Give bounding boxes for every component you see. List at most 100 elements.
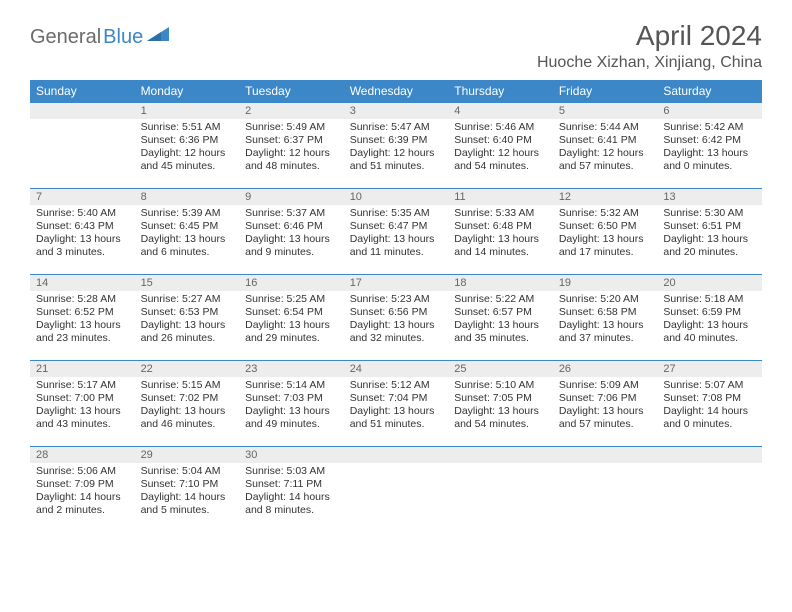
sunset-line: Sunset: 6:52 PM [36, 306, 129, 319]
sunset-line: Sunset: 6:47 PM [350, 220, 443, 233]
daylight-line: Daylight: 13 hours and 57 minutes. [559, 405, 652, 431]
day-number: 29 [135, 446, 240, 463]
sunrise-line: Sunrise: 5:39 AM [141, 207, 234, 220]
sunset-line: Sunset: 6:48 PM [454, 220, 547, 233]
daylight-line: Daylight: 13 hours and 54 minutes. [454, 405, 547, 431]
day-number: 27 [657, 360, 762, 377]
daylight-line: Daylight: 14 hours and 2 minutes. [36, 491, 129, 517]
sunrise-line: Sunrise: 5:18 AM [663, 293, 756, 306]
brand-triangle-icon [147, 27, 169, 48]
day-details: Sunrise: 5:25 AMSunset: 6:54 PMDaylight:… [239, 291, 344, 350]
daylight-line: Daylight: 12 hours and 51 minutes. [350, 147, 443, 173]
sunset-line: Sunset: 6:51 PM [663, 220, 756, 233]
day-header: Friday [553, 80, 658, 102]
day-number: 18 [448, 274, 553, 291]
day-number: 24 [344, 360, 449, 377]
day-details: Sunrise: 5:10 AMSunset: 7:05 PMDaylight:… [448, 377, 553, 436]
sunset-line: Sunset: 7:04 PM [350, 392, 443, 405]
calendar-cell: 17Sunrise: 5:23 AMSunset: 6:56 PMDayligh… [344, 274, 449, 360]
day-number: 10 [344, 188, 449, 205]
sunset-line: Sunset: 6:46 PM [245, 220, 338, 233]
daylight-line: Daylight: 14 hours and 5 minutes. [141, 491, 234, 517]
sunrise-line: Sunrise: 5:46 AM [454, 121, 547, 134]
header: GeneralBlue April 2024 Huoche Xizhan, Xi… [30, 20, 762, 72]
sunrise-line: Sunrise: 5:37 AM [245, 207, 338, 220]
day-number: 13 [657, 188, 762, 205]
day-number [448, 446, 553, 463]
day-number: 12 [553, 188, 658, 205]
sunset-line: Sunset: 7:05 PM [454, 392, 547, 405]
day-details: Sunrise: 5:18 AMSunset: 6:59 PMDaylight:… [657, 291, 762, 350]
sunset-line: Sunset: 7:00 PM [36, 392, 129, 405]
sunset-line: Sunset: 7:03 PM [245, 392, 338, 405]
sunrise-line: Sunrise: 5:27 AM [141, 293, 234, 306]
daylight-line: Daylight: 14 hours and 0 minutes. [663, 405, 756, 431]
sunset-line: Sunset: 6:37 PM [245, 134, 338, 147]
daylight-line: Daylight: 12 hours and 45 minutes. [141, 147, 234, 173]
sunrise-line: Sunrise: 5:14 AM [245, 379, 338, 392]
daylight-line: Daylight: 13 hours and 26 minutes. [141, 319, 234, 345]
calendar-cell: 19Sunrise: 5:20 AMSunset: 6:58 PMDayligh… [553, 274, 658, 360]
day-header: Saturday [657, 80, 762, 102]
sunset-line: Sunset: 6:40 PM [454, 134, 547, 147]
sunset-line: Sunset: 6:53 PM [141, 306, 234, 319]
calendar-cell: 2Sunrise: 5:49 AMSunset: 6:37 PMDaylight… [239, 102, 344, 188]
day-number: 16 [239, 274, 344, 291]
calendar-cell: 9Sunrise: 5:37 AMSunset: 6:46 PMDaylight… [239, 188, 344, 274]
sunset-line: Sunset: 7:08 PM [663, 392, 756, 405]
day-number: 28 [30, 446, 135, 463]
calendar-cell: 3Sunrise: 5:47 AMSunset: 6:39 PMDaylight… [344, 102, 449, 188]
day-details: Sunrise: 5:07 AMSunset: 7:08 PMDaylight:… [657, 377, 762, 436]
day-details: Sunrise: 5:40 AMSunset: 6:43 PMDaylight:… [30, 205, 135, 264]
brand-name-2: Blue [103, 26, 143, 49]
location: Huoche Xizhan, Xinjiang, China [537, 54, 762, 72]
day-details: Sunrise: 5:22 AMSunset: 6:57 PMDaylight:… [448, 291, 553, 350]
calendar-row: 7Sunrise: 5:40 AMSunset: 6:43 PMDaylight… [30, 188, 762, 274]
day-number: 8 [135, 188, 240, 205]
calendar-body: 1Sunrise: 5:51 AMSunset: 6:36 PMDaylight… [30, 102, 762, 532]
page: GeneralBlue April 2024 Huoche Xizhan, Xi… [0, 0, 792, 532]
sunset-line: Sunset: 6:57 PM [454, 306, 547, 319]
sunset-line: Sunset: 6:43 PM [36, 220, 129, 233]
day-header: Monday [135, 80, 240, 102]
day-number: 9 [239, 188, 344, 205]
calendar-row: 1Sunrise: 5:51 AMSunset: 6:36 PMDaylight… [30, 102, 762, 188]
sunrise-line: Sunrise: 5:09 AM [559, 379, 652, 392]
sunset-line: Sunset: 6:56 PM [350, 306, 443, 319]
sunrise-line: Sunrise: 5:28 AM [36, 293, 129, 306]
daylight-line: Daylight: 13 hours and 20 minutes. [663, 233, 756, 259]
day-header: Thursday [448, 80, 553, 102]
calendar-cell: 15Sunrise: 5:27 AMSunset: 6:53 PMDayligh… [135, 274, 240, 360]
sunset-line: Sunset: 6:58 PM [559, 306, 652, 319]
daylight-line: Daylight: 13 hours and 3 minutes. [36, 233, 129, 259]
sunrise-line: Sunrise: 5:22 AM [454, 293, 547, 306]
calendar-cell [657, 446, 762, 532]
sunrise-line: Sunrise: 5:07 AM [663, 379, 756, 392]
sunset-line: Sunset: 6:41 PM [559, 134, 652, 147]
calendar-cell: 18Sunrise: 5:22 AMSunset: 6:57 PMDayligh… [448, 274, 553, 360]
day-details: Sunrise: 5:12 AMSunset: 7:04 PMDaylight:… [344, 377, 449, 436]
calendar-cell: 26Sunrise: 5:09 AMSunset: 7:06 PMDayligh… [553, 360, 658, 446]
day-header: Wednesday [344, 80, 449, 102]
sunset-line: Sunset: 6:36 PM [141, 134, 234, 147]
calendar-cell [448, 446, 553, 532]
day-details: Sunrise: 5:17 AMSunset: 7:00 PMDaylight:… [30, 377, 135, 436]
sunrise-line: Sunrise: 5:17 AM [36, 379, 129, 392]
day-number: 2 [239, 102, 344, 119]
daylight-line: Daylight: 13 hours and 46 minutes. [141, 405, 234, 431]
calendar-cell: 13Sunrise: 5:30 AMSunset: 6:51 PMDayligh… [657, 188, 762, 274]
calendar-cell: 30Sunrise: 5:03 AMSunset: 7:11 PMDayligh… [239, 446, 344, 532]
daylight-line: Daylight: 13 hours and 23 minutes. [36, 319, 129, 345]
day-details: Sunrise: 5:33 AMSunset: 6:48 PMDaylight:… [448, 205, 553, 264]
sunrise-line: Sunrise: 5:10 AM [454, 379, 547, 392]
day-number [30, 102, 135, 119]
sunrise-line: Sunrise: 5:47 AM [350, 121, 443, 134]
day-details: Sunrise: 5:28 AMSunset: 6:52 PMDaylight:… [30, 291, 135, 350]
day-number: 11 [448, 188, 553, 205]
calendar-row: 28Sunrise: 5:06 AMSunset: 7:09 PMDayligh… [30, 446, 762, 532]
daylight-line: Daylight: 13 hours and 17 minutes. [559, 233, 652, 259]
calendar-cell: 27Sunrise: 5:07 AMSunset: 7:08 PMDayligh… [657, 360, 762, 446]
day-details: Sunrise: 5:23 AMSunset: 6:56 PMDaylight:… [344, 291, 449, 350]
sunrise-line: Sunrise: 5:03 AM [245, 465, 338, 478]
calendar-row: 14Sunrise: 5:28 AMSunset: 6:52 PMDayligh… [30, 274, 762, 360]
